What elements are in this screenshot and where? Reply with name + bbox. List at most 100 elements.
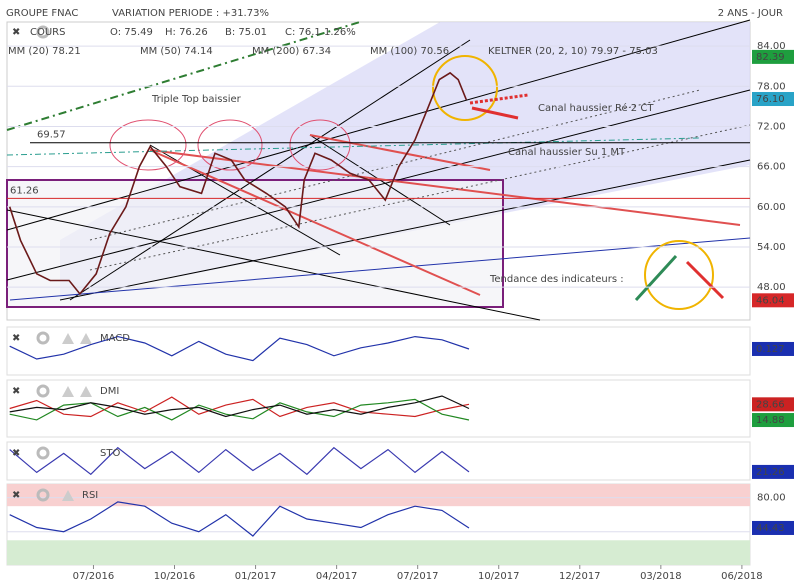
panel-frame bbox=[6, 326, 751, 376]
arrow-down bbox=[685, 260, 725, 300]
settings-icon[interactable] bbox=[36, 331, 50, 345]
series-line bbox=[9, 335, 470, 362]
annotation: Tendance des indicateurs : bbox=[489, 274, 624, 285]
close-icon[interactable]: ✖ bbox=[12, 386, 20, 397]
move-icon[interactable] bbox=[62, 490, 74, 501]
quote: O: 75.49 bbox=[110, 27, 153, 38]
level-label: 61.26 bbox=[10, 185, 39, 196]
subtitle: VARIATION PERIODE : +31.73% bbox=[112, 8, 269, 19]
top-circle bbox=[289, 119, 351, 171]
quote: C: 76.1 1.26% bbox=[285, 27, 356, 38]
close-icon[interactable]: ✖ bbox=[12, 490, 20, 501]
zone bbox=[7, 484, 750, 507]
period: 2 ANS - JOUR bbox=[718, 8, 783, 19]
move-icon[interactable] bbox=[80, 386, 92, 397]
settings-icon[interactable] bbox=[36, 384, 50, 398]
settings-icon[interactable] bbox=[36, 488, 50, 502]
series-line bbox=[9, 395, 470, 418]
value-badge-label: 44.43 bbox=[756, 523, 785, 534]
annotation: Canal haussier Ré 2 CT bbox=[538, 102, 654, 114]
legend-item: KELTNER (20, 2, 10) 79.97 - 75.03 bbox=[488, 46, 658, 57]
annotation: Canal haussier Su 1 MT bbox=[508, 147, 626, 158]
panel: 28.66 14.88 DMI bbox=[6, 379, 794, 438]
settings-icon[interactable] bbox=[36, 25, 50, 39]
panel: 48.00 54.00 60.00 66.00 72.00 78.00 84.00 69.57… bbox=[7, 41, 794, 308]
trend-line bbox=[149, 149, 481, 296]
panel: 21.26 STO bbox=[6, 441, 794, 481]
value-badge bbox=[752, 341, 794, 356]
x-tick-label: 07/2016 bbox=[73, 571, 115, 582]
panel-title: MACD bbox=[100, 333, 130, 344]
y-tick-label: 72.00 bbox=[757, 121, 786, 132]
panel-title: STO bbox=[100, 448, 120, 459]
series-line bbox=[8, 71, 468, 296]
trend-line bbox=[59, 159, 751, 301]
keltner bbox=[6, 21, 361, 131]
value-badge bbox=[752, 413, 794, 428]
annotation: Triple Top baissier bbox=[151, 94, 242, 105]
series-line bbox=[9, 398, 470, 421]
y-tick-label: 60.00 bbox=[757, 202, 786, 213]
settings-icon[interactable] bbox=[36, 446, 50, 460]
title: GROUPE FNAC bbox=[6, 8, 78, 19]
arrow-up bbox=[634, 254, 678, 302]
y-tick-label: 78.00 bbox=[757, 81, 786, 92]
y-tick-label: 48.00 bbox=[757, 282, 786, 293]
value-badge-label: 46.04 bbox=[756, 295, 785, 306]
indicator-circle bbox=[644, 240, 714, 310]
x-tick-label: 10/2017 bbox=[478, 571, 520, 582]
panel-frame bbox=[6, 441, 751, 481]
value-badge bbox=[752, 49, 794, 64]
value-badge bbox=[752, 92, 794, 107]
panel-title: DMI bbox=[100, 386, 119, 397]
arrow bbox=[471, 106, 519, 120]
value-badge bbox=[752, 397, 794, 412]
top-circle bbox=[197, 119, 263, 171]
move-icon[interactable] bbox=[62, 333, 74, 344]
zone bbox=[7, 540, 750, 565]
value-badge-label: 0.127 bbox=[756, 344, 785, 355]
x-tick-label: 03/2018 bbox=[640, 571, 682, 582]
trend-line bbox=[6, 209, 541, 321]
value-badge-label: 14.88 bbox=[756, 415, 785, 426]
quote: COURS bbox=[30, 27, 65, 38]
close-icon[interactable]: ✖ bbox=[12, 27, 20, 38]
move-icon[interactable] bbox=[80, 333, 92, 344]
value-badge-label: 76.10 bbox=[756, 94, 785, 105]
value-badge-label: 28.66 bbox=[756, 399, 785, 410]
top-circle bbox=[109, 119, 187, 171]
highlight-circle bbox=[432, 55, 498, 121]
x-tick-label: 07/2017 bbox=[397, 571, 439, 582]
channel-line bbox=[6, 137, 701, 156]
decor bbox=[6, 19, 751, 321]
x-tick-label: 12/2017 bbox=[559, 571, 601, 582]
value-badge-label: 21.26 bbox=[756, 467, 785, 478]
legend-item: MM (100) 70.56 bbox=[370, 46, 449, 57]
value-badge bbox=[752, 520, 794, 535]
trend-line bbox=[9, 237, 751, 301]
close-icon[interactable]: ✖ bbox=[12, 333, 20, 344]
value-badge bbox=[752, 293, 794, 308]
y-tick-label: 80.00 bbox=[757, 493, 786, 504]
trend-line bbox=[6, 89, 751, 281]
series-line bbox=[9, 396, 470, 418]
level-label: 69.57 bbox=[37, 130, 66, 141]
y-tick-label: 66.00 bbox=[757, 162, 786, 173]
panel-frame bbox=[6, 379, 751, 438]
trend-line bbox=[149, 149, 741, 226]
x-tick-label: 06/2018 bbox=[721, 571, 763, 582]
x-tick-label: 01/2017 bbox=[235, 571, 277, 582]
move-icon[interactable] bbox=[62, 386, 74, 397]
value-badge bbox=[752, 464, 794, 479]
panel: 0.127 MACD bbox=[6, 326, 794, 376]
close-icon[interactable]: ✖ bbox=[12, 448, 20, 459]
quote: B: 75.01 bbox=[225, 27, 267, 38]
y-tick-label: 84.00 bbox=[757, 41, 786, 52]
trend-line bbox=[309, 134, 491, 171]
panel-title: RSI bbox=[82, 490, 98, 501]
range-box bbox=[6, 179, 504, 308]
quote: H: 76.26 bbox=[165, 27, 208, 38]
trend-line bbox=[6, 19, 751, 231]
legend-item: MM (20) 78.21 bbox=[8, 46, 81, 57]
